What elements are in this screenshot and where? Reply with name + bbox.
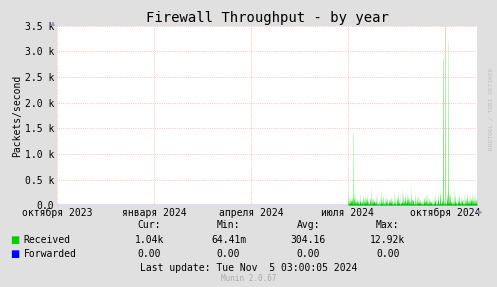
Text: Last update: Tue Nov  5 03:00:05 2024: Last update: Tue Nov 5 03:00:05 2024	[140, 263, 357, 273]
Text: Max:: Max:	[376, 220, 400, 230]
Text: Received: Received	[24, 235, 71, 245]
Text: 0.00: 0.00	[376, 249, 400, 259]
Text: 12.92k: 12.92k	[370, 235, 405, 245]
Text: Forwarded: Forwarded	[24, 249, 77, 259]
Text: 304.16: 304.16	[291, 235, 326, 245]
Text: ■: ■	[10, 249, 19, 259]
Text: Avg:: Avg:	[296, 220, 320, 230]
Text: 0.00: 0.00	[137, 249, 161, 259]
Text: 0.00: 0.00	[217, 249, 241, 259]
Text: 0.00: 0.00	[296, 249, 320, 259]
Text: 1.04k: 1.04k	[134, 235, 164, 245]
Y-axis label: Packets/second: Packets/second	[12, 74, 22, 157]
Text: Min:: Min:	[217, 220, 241, 230]
Text: 64.41m: 64.41m	[211, 235, 246, 245]
Text: ■: ■	[10, 235, 19, 245]
Title: Firewall Throughput - by year: Firewall Throughput - by year	[146, 11, 389, 25]
Text: RRDTOOL / TOBI OETIKER: RRDTOOL / TOBI OETIKER	[488, 68, 493, 150]
Text: Munin 2.0.67: Munin 2.0.67	[221, 274, 276, 284]
Text: Cur:: Cur:	[137, 220, 161, 230]
